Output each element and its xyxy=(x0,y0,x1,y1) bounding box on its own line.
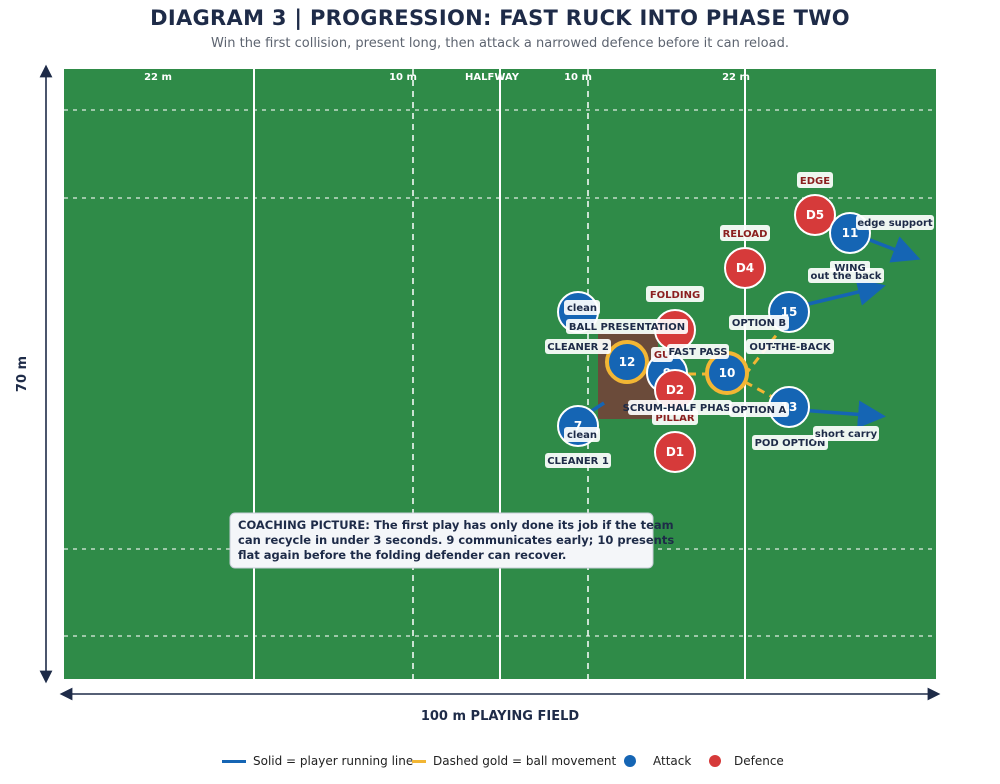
label-halfway: HALFWAY xyxy=(465,72,520,83)
pod-option-role: POD OPTION xyxy=(755,438,826,449)
short-carry-tag: short carry xyxy=(813,426,879,441)
legend-dashed: Dashed gold = ball movement xyxy=(412,754,616,768)
short-carry-text: short carry xyxy=(815,429,878,440)
coaching-line-3: flat again before the folding defender c… xyxy=(238,548,566,562)
clean-tag-2-text: clean xyxy=(567,303,597,314)
folding-label: FOLDING xyxy=(650,290,700,301)
attack-dot-swatch xyxy=(624,755,636,767)
height-label: 70 m xyxy=(15,356,30,392)
defender-d5: D5 xyxy=(794,194,836,236)
legend-solid: Solid = player running line xyxy=(222,754,413,768)
wing-role: WING xyxy=(834,263,865,274)
legend-defence: Defence xyxy=(709,754,784,768)
option-a-tag: OPTION A xyxy=(729,402,789,417)
attacker-10: 10 xyxy=(705,351,749,395)
folding-label-tag: FOLDING xyxy=(646,286,704,302)
scrum-half-role: SCRUM-HALF PHASE xyxy=(623,403,738,414)
legend-attack: Attack xyxy=(624,754,691,768)
run-11 xyxy=(861,235,921,263)
edge-label: EDGE xyxy=(800,176,830,187)
defender-d1: D1 xyxy=(654,431,696,473)
out-the-back-text: out the back xyxy=(811,271,882,282)
ball-presentation-text: BALL PRESENTATION xyxy=(569,322,685,333)
coaching-line-2: can recycle in under 3 seconds. 9 commun… xyxy=(238,533,674,547)
attacker-10-number: 10 xyxy=(719,366,736,380)
run-13 xyxy=(799,400,886,429)
guard-label: GU xyxy=(654,350,670,361)
attacker-12: 12 xyxy=(605,340,649,384)
fast-pass-tag: FAST PASS xyxy=(667,344,729,359)
label-left-22: 22 m xyxy=(144,72,172,83)
width-label: 100 m PLAYING FIELD xyxy=(421,709,580,724)
attacker-12-number: 12 xyxy=(619,355,636,369)
scrum-half-role-tag: SCRUM-HALF PHASE xyxy=(623,400,738,415)
label-left-10: 10 m xyxy=(389,72,417,83)
reload-label: RELOAD xyxy=(723,229,768,240)
fast-pass-text: FAST PASS xyxy=(668,347,727,358)
legend-attack-text: Attack xyxy=(653,754,692,768)
pod-option-role-tag: POD OPTION xyxy=(752,435,828,450)
page-subtitle: Win the first collision, present long, t… xyxy=(211,36,789,51)
legend-solid-text: Solid = player running line xyxy=(253,754,414,768)
attacker-11-number: 11 xyxy=(842,226,859,240)
out-the-back-role-tag: OUT-THE-BACK xyxy=(746,339,834,354)
run-15 xyxy=(799,278,886,308)
dashed-line-swatch xyxy=(412,759,426,763)
edge-label-tag: EDGE xyxy=(797,172,833,188)
label-right-10: 10 m xyxy=(564,72,592,83)
reload-label-tag: RELOAD xyxy=(720,225,770,241)
defender-d5-label: D5 xyxy=(806,208,824,222)
cleaner-2-role: CLEANER 2 xyxy=(547,342,609,353)
legend-defence-text: Defence xyxy=(734,754,784,768)
option-b-text: OPTION B xyxy=(732,318,786,329)
label-right-22: 22 m xyxy=(722,72,750,83)
defender-d4: D4 xyxy=(724,247,766,289)
channel-lines xyxy=(64,109,936,637)
page-title: DIAGRAM 3 | PROGRESSION: FAST RUCK INTO … xyxy=(150,6,850,30)
out-the-back-role: OUT-THE-BACK xyxy=(749,342,832,353)
solid-line-swatch xyxy=(222,759,246,763)
run-7 xyxy=(589,401,605,414)
clean-tag-1: clean xyxy=(564,427,600,442)
edge-support-text: edge support xyxy=(857,218,933,229)
pillar-label: PILLAR xyxy=(655,413,695,424)
clean-tag-2: clean xyxy=(564,300,600,315)
legend: Solid = player running line Dashed gold … xyxy=(0,754,1000,774)
coaching-note: COACHING PICTURE: The first play has onl… xyxy=(229,512,674,569)
legend-dashed-text: Dashed gold = ball movement xyxy=(433,754,617,768)
clean-tag-1-text: clean xyxy=(567,430,597,441)
defender-d4-label: D4 xyxy=(736,261,754,275)
cleaner-1-role-tag: CLEANER 1 xyxy=(545,453,611,468)
ball-presentation-tag: BALL PRESENTATION xyxy=(566,319,688,334)
coaching-line-1: COACHING PICTURE: The first play has onl… xyxy=(238,518,674,532)
defender-d1-label: D1 xyxy=(666,445,684,459)
defender-d2-label: D2 xyxy=(666,383,684,397)
option-b-tag: OPTION B xyxy=(729,315,789,330)
cleaner-2-role-tag: CLEANER 2 xyxy=(545,339,611,354)
edge-support-tag: edge support xyxy=(856,215,934,230)
running-lines xyxy=(589,235,921,429)
cleaner-1-role: CLEANER 1 xyxy=(547,456,609,467)
defence-dot-swatch xyxy=(709,755,721,767)
wing-role-tag: WING xyxy=(830,261,870,274)
attacker-7-number: 7 xyxy=(574,419,582,433)
option-a-text: OPTION A xyxy=(732,405,787,416)
